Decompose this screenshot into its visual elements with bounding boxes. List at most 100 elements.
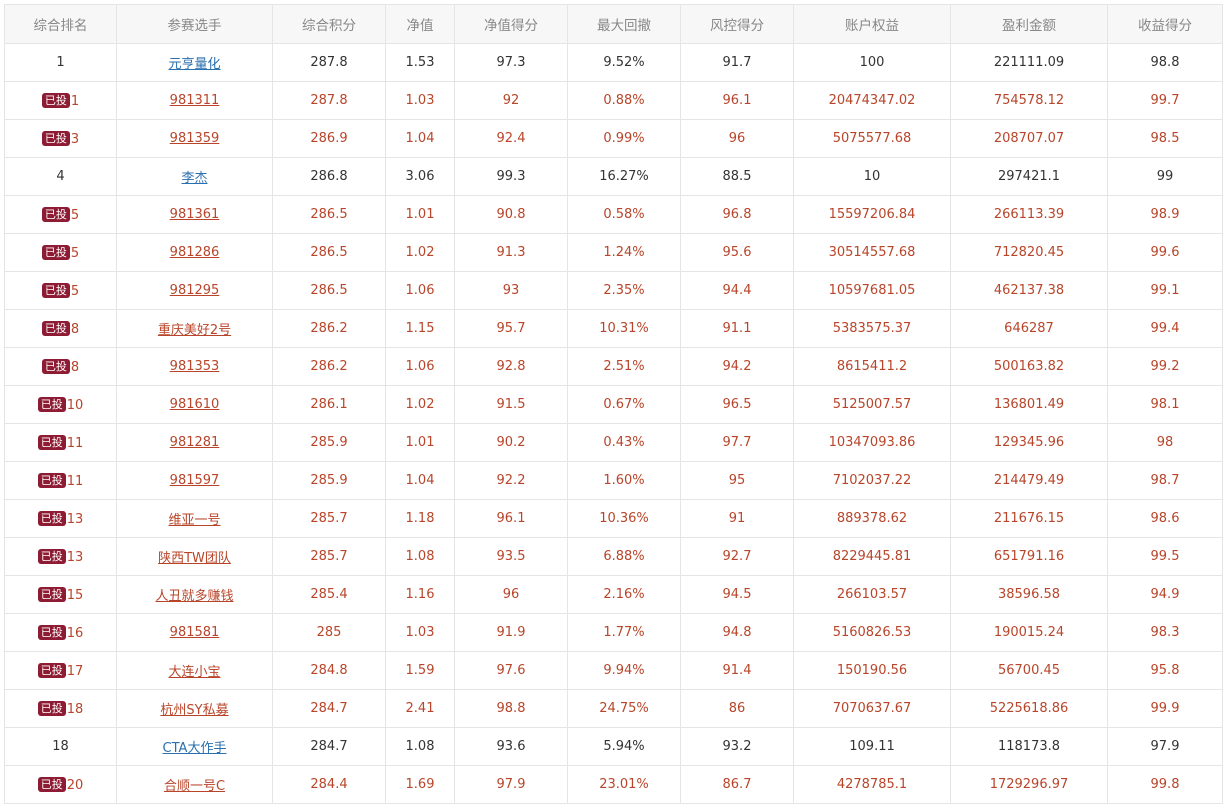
account-equity-cell: 266103.57 [793,575,951,614]
nav-cell: 1.01 [385,423,455,462]
player-name-link[interactable]: 981361 [169,207,220,222]
rank-cell: 4 [4,157,117,196]
header-risk-score: 风控得分 [680,4,794,44]
total-score-cell: 285.4 [272,575,386,614]
player-name-link[interactable]: 维亚一号 [168,513,221,528]
header-nav: 净值 [385,4,455,44]
table-row: 已投 18 杭州SY私募 284.7 2.41 98.8 24.75% 86 70… [4,689,1223,728]
player-name-link[interactable]: 元亨量化 [168,57,221,72]
risk-score-cell: 86.7 [680,765,794,804]
max-drawdown-cell: 0.58% [567,195,681,234]
rank-value: 11 [66,435,84,451]
return-score-cell: 98.7 [1107,461,1223,500]
risk-score-cell: 94.5 [680,575,794,614]
player-name-link[interactable]: 981281 [169,435,220,450]
player-name-link[interactable]: 大连小宝 [168,665,221,680]
header-total-score: 综合积分 [272,4,386,44]
account-equity-cell: 30514557.68 [793,233,951,272]
rank-value: 18 [52,739,69,754]
player-cell: 合顺一号C [116,765,273,804]
rank-cell: 已投 10 [4,385,117,424]
risk-score-cell: 91 [680,499,794,538]
rank-value: 11 [66,473,84,489]
rank-cell: 已投 3 [4,119,117,158]
total-score-cell: 286.8 [272,157,386,196]
rank-cell: 已投 15 [4,575,117,614]
invested-badge: 已投 [37,472,66,488]
risk-score-cell: 94.2 [680,347,794,386]
nav-score-cell: 91.3 [454,233,568,272]
player-name-link[interactable]: 杭州SY私募 [160,703,229,718]
invested-badge: 已投 [41,206,70,222]
account-equity-cell: 10597681.05 [793,271,951,310]
table-row: 已投 3 981359 286.9 1.04 92.4 0.99% 96 5075… [4,119,1223,158]
table-body: 1 元亨量化 287.8 1.53 97.3 9.52% 91.7 100 22… [4,43,1223,804]
player-name-link[interactable]: 合顺一号C [163,779,226,794]
profit-cell: 266113.39 [950,195,1108,234]
player-name-link[interactable]: 陕西TW团队 [158,551,231,566]
profit-cell: 754578.12 [950,81,1108,120]
table-row: 已投 5 981295 286.5 1.06 93 2.35% 94.4 1059… [4,271,1223,310]
table-row: 已投 11 981281 285.9 1.01 90.2 0.43% 97.7 1… [4,423,1223,462]
table-row: 已投 1 981311 287.8 1.03 92 0.88% 96.1 2047… [4,81,1223,120]
rank-value: 8 [70,359,80,375]
rank-value: 8 [70,321,80,337]
player-name-link[interactable]: 人丑就多赚钱 [155,589,234,604]
return-score-cell: 99 [1107,157,1223,196]
table-row: 已投 13 维亚一号 285.7 1.18 96.1 10.36% 91 8893… [4,499,1223,538]
player-name-link[interactable]: 重庆美好2号 [157,323,232,338]
return-score-cell: 98.1 [1107,385,1223,424]
rank-value: 15 [66,587,84,603]
player-cell: 人丑就多赚钱 [116,575,273,614]
table-header: 综合排名 参赛选手 综合积分 净值 净值得分 最大回撤 风控得分 账户权益 盈利… [4,4,1223,44]
profit-cell: 462137.38 [950,271,1108,310]
rank-cell: 已投 16 [4,613,117,652]
player-name-link[interactable]: 981610 [169,397,220,412]
player-name-link[interactable]: 李杰 [181,171,208,186]
account-equity-cell: 20474347.02 [793,81,951,120]
player-name-link[interactable]: 981295 [169,283,220,298]
player-cell: 李杰 [116,157,273,196]
rank-cell: 已投 20 [4,765,117,804]
total-score-cell: 285 [272,613,386,652]
profit-cell: 208707.07 [950,119,1108,158]
player-name-link[interactable]: 981581 [169,625,220,640]
account-equity-cell: 8615411.2 [793,347,951,386]
account-equity-cell: 7102037.22 [793,461,951,500]
return-score-cell: 99.1 [1107,271,1223,310]
nav-score-cell: 95.7 [454,309,568,348]
account-equity-cell: 15597206.84 [793,195,951,234]
rank-cell: 已投 17 [4,651,117,690]
player-cell: 陕西TW团队 [116,537,273,576]
nav-score-cell: 92.2 [454,461,568,500]
rank-value: 5 [70,207,80,223]
ranking-table: 综合排名 参赛选手 综合积分 净值 净值得分 最大回撤 风控得分 账户权益 盈利… [4,4,1223,804]
player-cell: 大连小宝 [116,651,273,690]
nav-score-cell: 92.4 [454,119,568,158]
player-cell: 981311 [116,81,273,120]
profit-cell: 5225618.86 [950,689,1108,728]
risk-score-cell: 91.7 [680,43,794,82]
risk-score-cell: 96.1 [680,81,794,120]
rank-cell: 已投 13 [4,537,117,576]
nav-cell: 1.16 [385,575,455,614]
table-row: 已投 11 981597 285.9 1.04 92.2 1.60% 95 710… [4,461,1223,500]
rank-value: 1 [56,55,65,70]
profit-cell: 500163.82 [950,347,1108,386]
return-score-cell: 95.8 [1107,651,1223,690]
return-score-cell: 98 [1107,423,1223,462]
player-name-link[interactable]: 981359 [169,131,220,146]
return-score-cell: 98.9 [1107,195,1223,234]
total-score-cell: 285.7 [272,499,386,538]
player-name-link[interactable]: 981597 [169,473,220,488]
player-name-link[interactable]: 981311 [169,93,220,108]
header-account-equity: 账户权益 [793,4,951,44]
player-name-link[interactable]: 981286 [169,245,220,260]
risk-score-cell: 91.1 [680,309,794,348]
player-name-link[interactable]: 981353 [169,359,220,374]
rank-value: 20 [66,777,84,793]
rank-cell: 已投 5 [4,271,117,310]
invested-badge: 已投 [41,282,70,298]
return-score-cell: 99.4 [1107,309,1223,348]
player-name-link[interactable]: CTA大作手 [162,741,227,756]
